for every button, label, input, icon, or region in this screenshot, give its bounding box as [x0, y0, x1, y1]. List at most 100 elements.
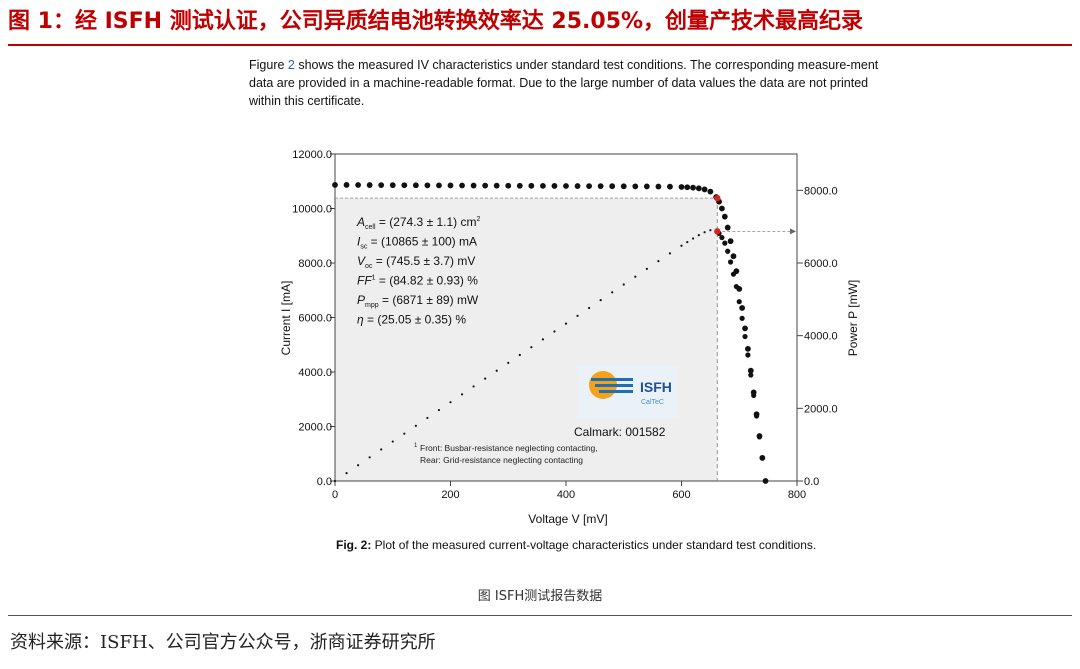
headline: 图 1：经 ISFH 测试认证，公司异质结电池转换效率达 25.05%，创量产技… [8, 9, 864, 34]
iv-point [609, 183, 616, 190]
iv-point [750, 389, 757, 396]
iv-point [719, 205, 725, 212]
iv-point [742, 325, 748, 332]
calmark-label: Calmark: 001582 [574, 425, 666, 439]
power-point [722, 240, 728, 246]
figure-reference-link[interactable]: 2 [287, 58, 295, 72]
iv-point [756, 433, 763, 439]
iv-point [551, 183, 558, 189]
power-point [668, 252, 672, 255]
power-point [403, 432, 406, 435]
power-point [645, 267, 648, 271]
y2-axis-label: Power P [mW] [846, 280, 860, 356]
iv-point [724, 224, 731, 231]
power-point [345, 472, 348, 475]
power-point [380, 448, 383, 451]
y-tick-label: 4000.0 [298, 367, 332, 379]
power-point [333, 479, 337, 483]
y2-tick-label: 6000.0 [804, 258, 838, 270]
iv-point [459, 182, 465, 189]
iv-point [470, 182, 477, 189]
mpp-area-shade [335, 198, 718, 481]
annotation-pmpp: Pmpp = (6871 ± 89) mW [357, 293, 479, 309]
power-guide-arrow [790, 228, 796, 235]
power-point [368, 456, 371, 459]
power-point [680, 244, 683, 247]
intro-text-start: Figure [249, 58, 288, 72]
iv-point [563, 183, 569, 189]
isfh-logo: ISFH CalTeC [578, 366, 678, 418]
svg-text:Front: Busbar-resistance negle: Front: Busbar-resistance neglecting cont… [420, 443, 598, 453]
power-point [588, 306, 591, 310]
iv-point [355, 182, 361, 188]
x-tick-label: 200 [441, 489, 459, 501]
x-tick-label: 800 [788, 489, 806, 501]
x-tick-label: 600 [672, 489, 690, 501]
annotation-isc: Isc = (10865 ± 100) mA [357, 235, 477, 251]
iv-point [528, 182, 535, 189]
iv-point [730, 253, 737, 260]
iv-point [721, 213, 728, 220]
power-point [736, 299, 742, 305]
power-point [530, 346, 533, 349]
y-tick-label: 6000.0 [298, 313, 332, 325]
iv-point [759, 454, 766, 461]
mpp-power-marker [714, 228, 721, 235]
iv-point [736, 285, 743, 292]
parameter-annotations: Acell = (274.3 ± 1.1) cm2 Isc = (10865 ± … [356, 215, 481, 327]
power-point [426, 416, 429, 420]
iv-point [424, 182, 431, 189]
annotation-eta: η = (25.05 ± 0.35) % [357, 313, 466, 327]
svg-text:1: 1 [414, 443, 418, 449]
power-point [357, 464, 360, 467]
iv-point [586, 183, 592, 190]
iv-point [695, 185, 702, 192]
power-point [518, 353, 521, 357]
iv-point [366, 182, 373, 188]
power-point [719, 234, 725, 241]
iv-point [739, 305, 746, 311]
y-tick-label: 8000.0 [298, 258, 332, 270]
logo-text: ISFH [640, 379, 672, 395]
y2-tick-label: 0.0 [804, 476, 819, 488]
iv-point [727, 238, 734, 245]
power-point [391, 440, 394, 443]
power-point [564, 322, 568, 325]
iv-point [632, 183, 639, 190]
iv-point [378, 182, 385, 189]
iv-point [482, 182, 489, 189]
iv-point [412, 182, 419, 189]
y-tick-label: 10000.0 [292, 204, 332, 216]
iv-point [690, 184, 696, 191]
y-axis-label: Current I [mA] [279, 281, 293, 356]
iv-point [678, 184, 685, 190]
power-point [748, 372, 754, 378]
power-point [414, 424, 417, 427]
power-point [634, 275, 637, 278]
iv-point [540, 182, 546, 189]
power-point [599, 299, 602, 302]
annotation-area: Acell = (274.3 ± 1.1) cm2 [356, 215, 481, 231]
power-point [553, 330, 556, 333]
power-point [725, 248, 731, 254]
iv-point [655, 183, 662, 190]
iv-point [505, 182, 512, 189]
x-tick-label: 0 [332, 489, 338, 501]
y2-tick-label: 8000.0 [804, 185, 838, 197]
power-point [460, 393, 464, 396]
iv-point [516, 182, 523, 189]
y-tick-label: 12000.0 [292, 149, 332, 161]
annotation-voc: Voc = (745.5 ± 3.7) mV [357, 254, 475, 270]
iv-point [745, 345, 751, 352]
mpp-iv-marker [714, 194, 721, 202]
iv-point [733, 268, 740, 275]
sub-caption: 图 ISFH测试报告数据 [477, 589, 603, 604]
x-tick-label: 400 [557, 489, 575, 501]
footer-divider [8, 615, 1072, 616]
power-point [449, 401, 452, 404]
iv-point [436, 182, 442, 189]
power-point [745, 352, 751, 358]
iv-point [574, 183, 581, 189]
iv-point [684, 184, 691, 191]
